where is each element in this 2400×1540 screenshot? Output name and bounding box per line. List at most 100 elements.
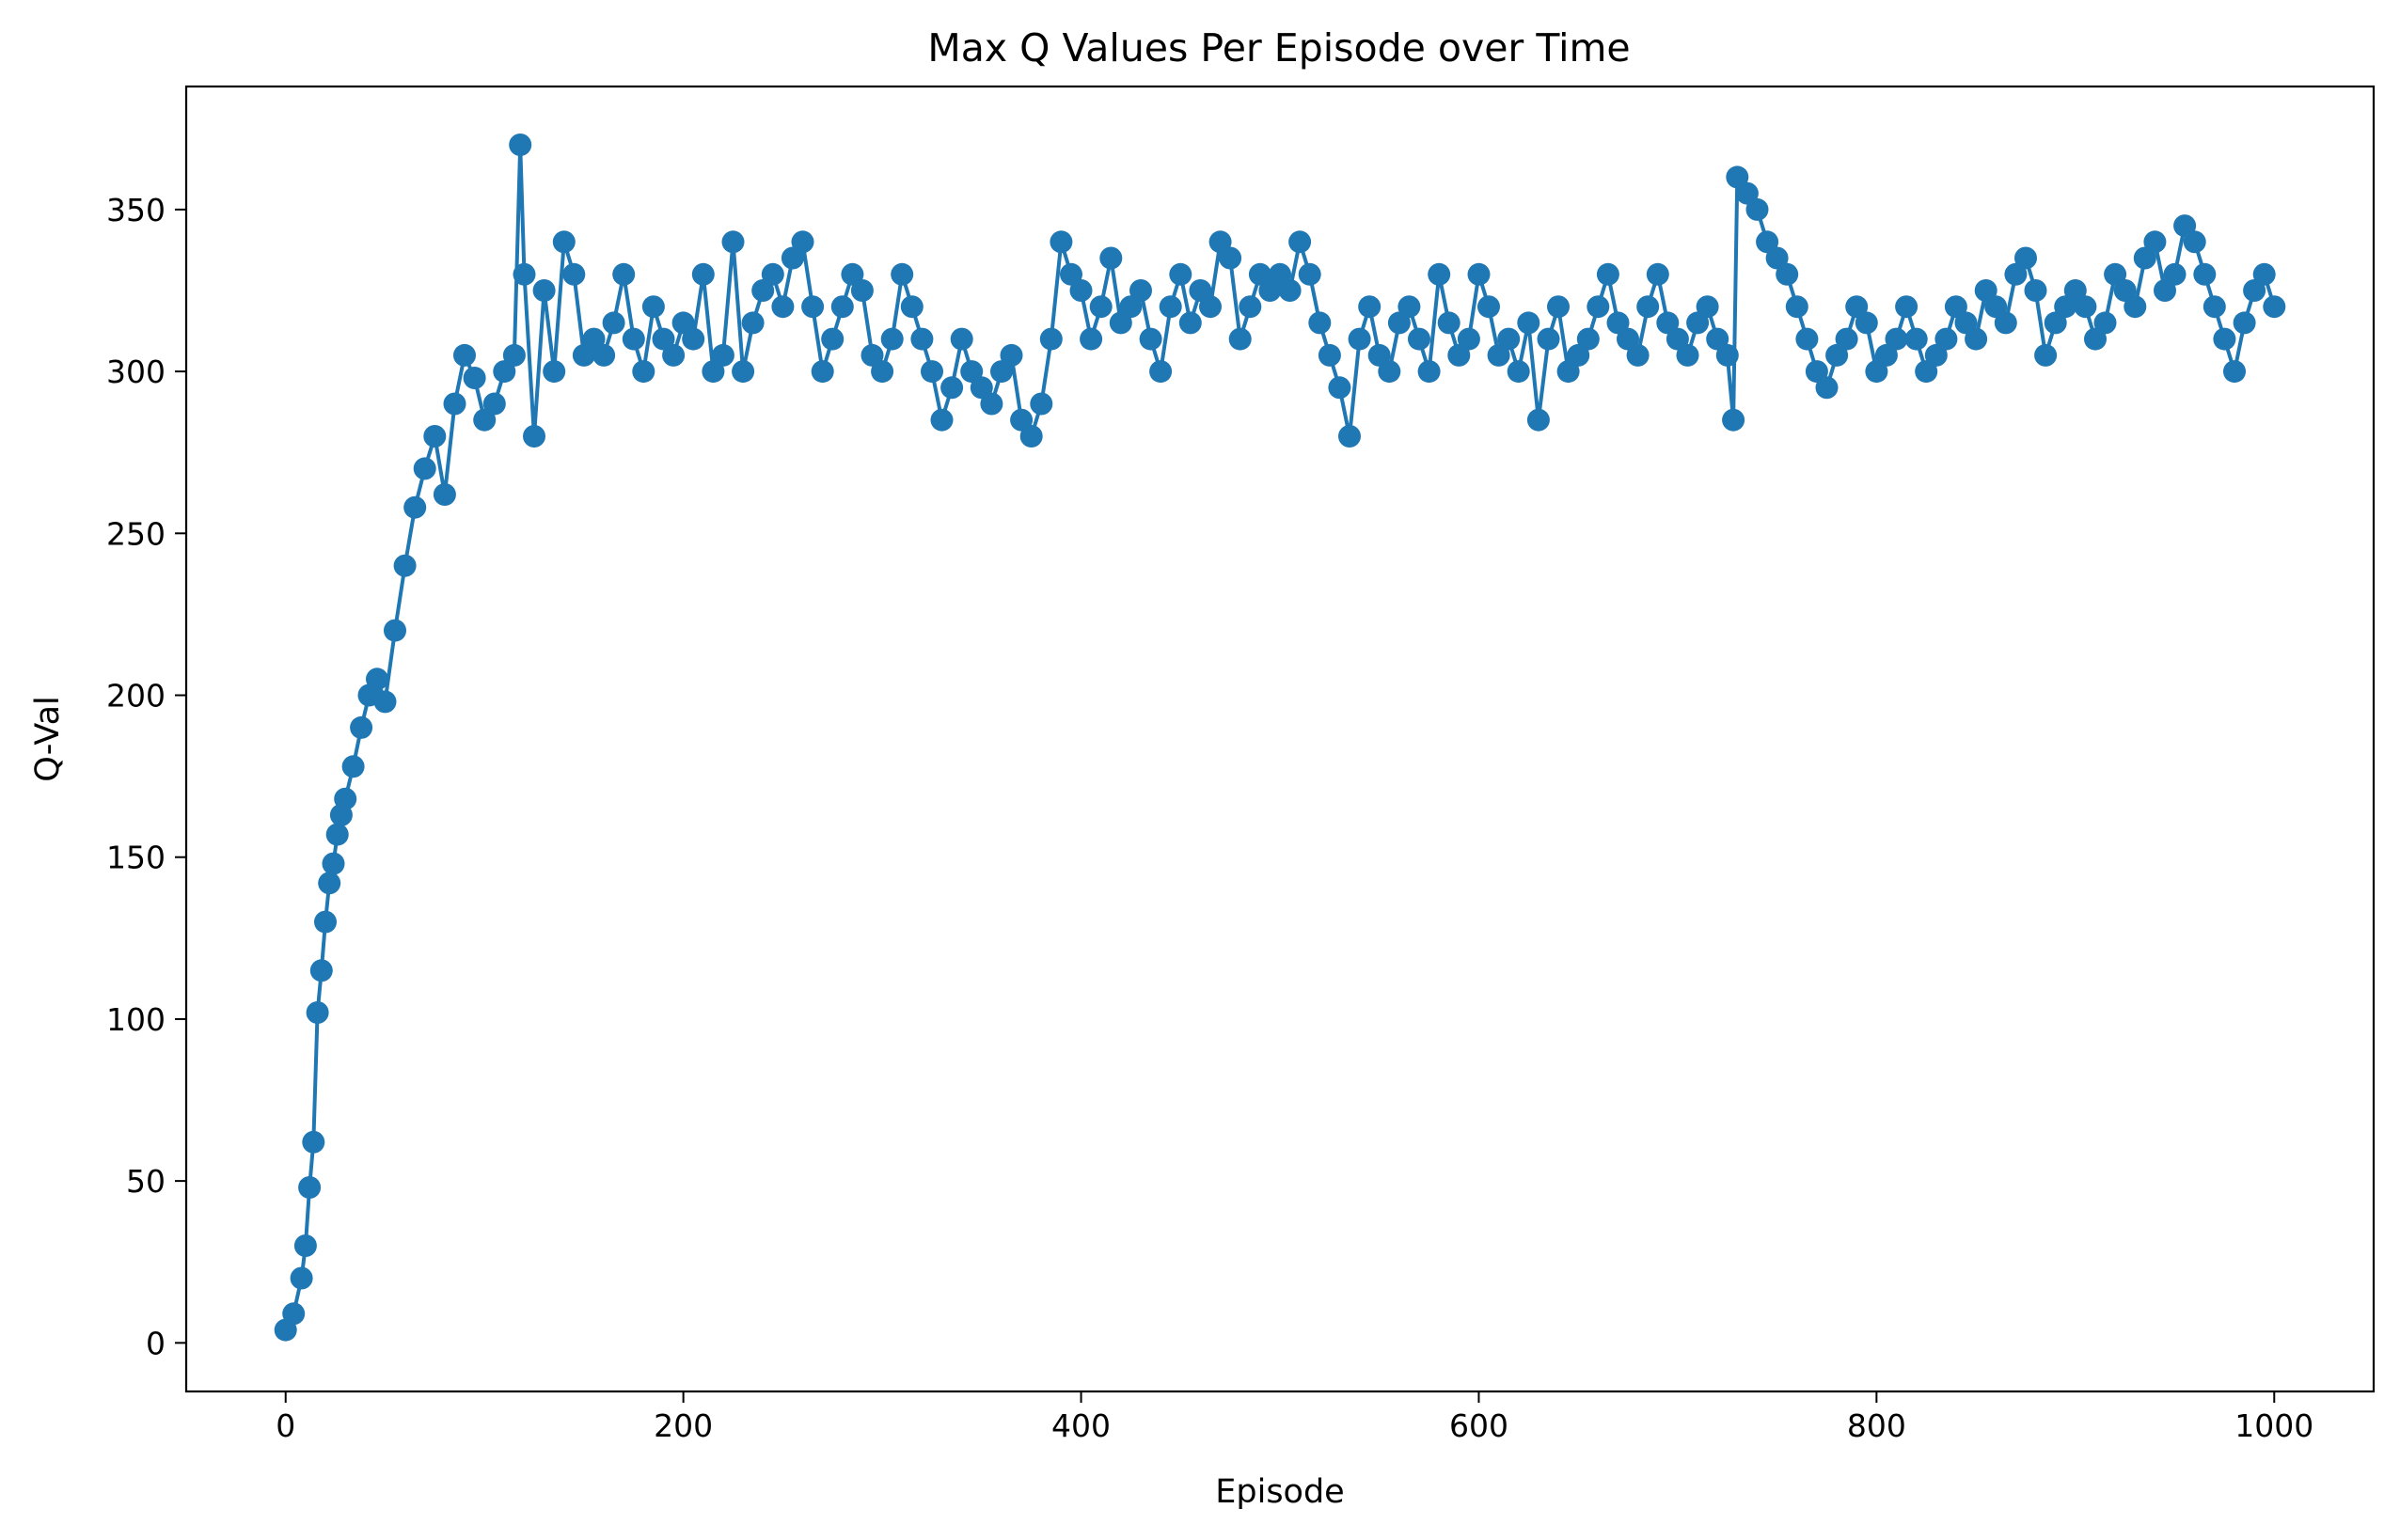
data-point bbox=[1537, 327, 1560, 351]
data-point bbox=[298, 1176, 322, 1199]
data-point bbox=[751, 279, 775, 302]
data-point bbox=[582, 327, 606, 351]
data-point bbox=[771, 295, 795, 319]
data-point bbox=[811, 360, 834, 384]
data-point bbox=[990, 360, 1013, 384]
data-point bbox=[1050, 230, 1073, 254]
data-point bbox=[373, 690, 397, 714]
data-point bbox=[1915, 360, 1938, 384]
data-point bbox=[691, 262, 715, 286]
data-point bbox=[2252, 262, 2276, 286]
data-point bbox=[1178, 311, 1202, 335]
data-point bbox=[1139, 327, 1162, 351]
x-tick-label: 200 bbox=[654, 1407, 713, 1444]
data-point bbox=[861, 343, 884, 367]
data-point bbox=[1010, 408, 1034, 432]
data-point bbox=[1656, 311, 1680, 335]
data-point bbox=[2124, 295, 2147, 319]
data-point bbox=[1646, 262, 1669, 286]
data-point bbox=[1397, 295, 1421, 319]
data-point bbox=[960, 360, 984, 384]
data-point bbox=[1378, 360, 1401, 384]
data-point bbox=[1934, 327, 1958, 351]
data-point bbox=[282, 1302, 306, 1326]
data-point bbox=[1924, 343, 1948, 367]
plot-area bbox=[274, 134, 2286, 1342]
data-point bbox=[290, 1266, 313, 1290]
data-point bbox=[306, 1001, 329, 1024]
data-point bbox=[2113, 279, 2137, 302]
data-point bbox=[821, 327, 845, 351]
data-point bbox=[1119, 295, 1143, 319]
data-point bbox=[493, 360, 516, 384]
y-tick-label: 300 bbox=[106, 354, 166, 390]
data-point bbox=[2243, 279, 2266, 302]
data-point bbox=[1228, 327, 1252, 351]
data-point bbox=[2193, 262, 2217, 286]
data-point bbox=[1526, 408, 1550, 432]
data-point bbox=[950, 327, 973, 351]
data-point bbox=[602, 311, 625, 335]
data-point bbox=[473, 408, 497, 432]
data-point bbox=[2173, 214, 2197, 238]
data-point bbox=[1696, 295, 1719, 319]
data-point bbox=[1765, 246, 1789, 270]
data-point bbox=[482, 392, 506, 416]
data-point bbox=[1358, 295, 1382, 319]
data-point bbox=[980, 392, 1003, 416]
data-point bbox=[1069, 279, 1093, 302]
data-point bbox=[1298, 262, 1321, 286]
data-point bbox=[1328, 376, 1351, 400]
y-tick-label: 350 bbox=[106, 192, 166, 228]
data-point bbox=[1239, 295, 1262, 319]
data-point bbox=[1060, 262, 1082, 286]
data-point bbox=[2203, 295, 2226, 319]
data-point bbox=[871, 360, 894, 384]
data-point bbox=[1835, 327, 1858, 351]
data-point bbox=[1904, 327, 1928, 351]
data-point bbox=[1845, 295, 1869, 319]
data-point bbox=[930, 408, 954, 432]
data-point bbox=[1745, 197, 1769, 221]
data-point bbox=[403, 495, 427, 519]
data-point bbox=[1030, 392, 1053, 416]
data-point bbox=[1795, 327, 1819, 351]
data-point bbox=[1348, 327, 1371, 351]
data-point bbox=[1756, 230, 1779, 254]
data-point bbox=[1467, 262, 1491, 286]
data-point bbox=[2263, 295, 2286, 319]
data-point bbox=[1507, 360, 1530, 384]
data-point bbox=[513, 262, 536, 286]
data-point bbox=[1019, 425, 1043, 448]
data-point bbox=[384, 619, 406, 642]
data-point bbox=[2143, 230, 2167, 254]
y-tick-label: 0 bbox=[146, 1325, 166, 1361]
data-point bbox=[2084, 327, 2107, 351]
data-point bbox=[1874, 343, 1898, 367]
plot-frame bbox=[184, 85, 2376, 1393]
data-point bbox=[2183, 230, 2206, 254]
data-point bbox=[562, 262, 586, 286]
x-tick-label: 1000 bbox=[2234, 1407, 2313, 1444]
y-tick-label: 200 bbox=[106, 678, 166, 715]
data-point bbox=[1865, 360, 1888, 384]
data-point bbox=[732, 360, 755, 384]
data-point bbox=[1089, 295, 1113, 319]
data-point bbox=[1408, 327, 1430, 351]
data-point bbox=[1715, 343, 1739, 367]
data-point bbox=[711, 343, 734, 367]
data-point bbox=[1159, 295, 1182, 319]
data-point bbox=[302, 1130, 325, 1154]
data-point bbox=[841, 262, 864, 286]
data-point bbox=[702, 360, 725, 384]
data-point bbox=[2063, 279, 2087, 302]
data-point bbox=[1080, 327, 1103, 351]
data-point bbox=[453, 343, 476, 367]
data-point bbox=[334, 787, 357, 810]
data-point bbox=[682, 327, 705, 351]
data-point bbox=[443, 392, 466, 416]
data-point bbox=[1994, 311, 2017, 335]
data-point bbox=[1944, 295, 1967, 319]
data-point bbox=[314, 910, 337, 934]
